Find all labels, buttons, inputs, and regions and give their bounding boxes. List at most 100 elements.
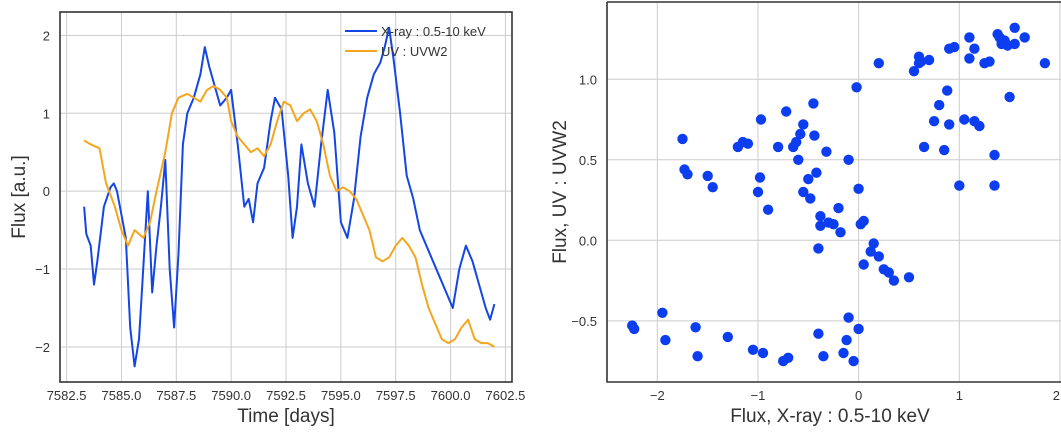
scatter-point xyxy=(969,43,980,54)
scatter-points xyxy=(627,22,1051,367)
scatter-point xyxy=(868,238,879,249)
scatter-point xyxy=(851,82,862,93)
scatter-point xyxy=(1039,58,1051,69)
scatter-point xyxy=(989,149,1000,161)
scatter-point xyxy=(883,267,894,278)
scatter-point xyxy=(903,272,915,283)
scatter-point xyxy=(913,51,925,62)
scatter-point xyxy=(1009,22,1020,33)
lightcurve-y-ticks: −2 −1 0 1 2 xyxy=(35,28,50,355)
lightcurve-x-axis-label: Time [days] xyxy=(237,406,335,427)
legend-label-xray: X-ray : 0.5-10 keV xyxy=(381,24,486,39)
scatter-point xyxy=(888,275,900,286)
scatter-point xyxy=(682,169,693,180)
lightcurve-frame xyxy=(59,11,513,383)
lightcurve-x-tick-label: 7595.0 xyxy=(321,388,361,403)
scatter-point xyxy=(707,182,718,193)
scatter-point xyxy=(629,323,640,335)
scatter-point xyxy=(858,215,869,227)
scatter-y-axis-label: Flux, UV : UVW2 xyxy=(550,120,571,264)
scatter-point xyxy=(813,328,824,339)
scatter-point xyxy=(798,119,809,130)
lightcurve-legend: X-ray : 0.5-10 keV UV : UVW2 xyxy=(345,24,486,59)
lightcurve-y-tick-label: 2 xyxy=(43,28,50,43)
scatter-point xyxy=(934,99,945,111)
scatter-point xyxy=(742,138,754,149)
lightcurve-x-tick-label: 7587.5 xyxy=(156,388,196,403)
scatter-point xyxy=(944,119,955,130)
scatter-x-tick-label: 2 xyxy=(1053,388,1060,403)
scatter-point xyxy=(942,85,953,96)
lightcurve-x-tick-label: 7600.0 xyxy=(431,388,471,403)
scatter-x-axis-label: Flux, X-ray : 0.5-10 keV xyxy=(730,406,930,427)
scatter-point xyxy=(954,180,965,191)
scatter-point xyxy=(815,220,826,231)
scatter-y-tick-label: 0.0 xyxy=(579,233,597,248)
legend-label-uv: UV : UVW2 xyxy=(381,44,447,59)
scatter-y-tick-label: 1.0 xyxy=(579,72,597,87)
scatter-y-ticks: −0.5 0.0 0.5 1.0 xyxy=(571,72,597,329)
scatter-point xyxy=(939,144,950,156)
scatter-point xyxy=(1009,38,1020,50)
scatter-point xyxy=(747,344,759,355)
scatter-point xyxy=(984,56,995,67)
scatter-point xyxy=(835,227,846,238)
scatter-point xyxy=(964,32,975,43)
scatter-point xyxy=(754,172,766,183)
scatter-point xyxy=(809,130,820,141)
uv-light-curve-line xyxy=(83,85,495,348)
scatter-point xyxy=(841,334,852,346)
scatter-point xyxy=(908,66,920,77)
scatter-point xyxy=(772,141,784,153)
scatter-point xyxy=(805,193,816,204)
lightcurve-y-tick-label: −2 xyxy=(35,340,50,355)
scatter-frame xyxy=(606,1,1061,383)
lightcurve-chart: 7582.5 7585.0 7587.5 7590.0 7592.5 7595.0 7597… xyxy=(9,11,526,427)
flux-scatter-chart: −2 −1 0 1 2 −0.5 0.0 0.5 1.0 Flux, X-ray : 0.5-… xyxy=(550,1,1061,427)
scatter-point xyxy=(762,204,774,215)
scatter-point xyxy=(757,347,769,359)
scatter-point xyxy=(755,114,767,125)
scatter-point xyxy=(853,323,864,335)
scatter-point xyxy=(833,202,844,214)
xray-light-curve-line xyxy=(83,26,496,368)
scatter-point xyxy=(818,351,829,362)
lightcurve-x-tick-label: 7590.0 xyxy=(211,388,251,403)
scatter-point xyxy=(783,352,794,363)
scatter-point xyxy=(808,98,819,109)
scatter-point xyxy=(690,322,701,333)
scatter-point xyxy=(692,351,703,362)
scatter-point xyxy=(811,167,822,178)
scatter-point xyxy=(791,136,802,148)
scatter-y-tick-label: 0.5 xyxy=(579,153,597,168)
scatter-y-tick-label: −0.5 xyxy=(571,314,597,329)
scatter-point xyxy=(858,259,869,270)
lightcurve-x-tick-label: 7602.5 xyxy=(486,388,526,403)
scatter-point xyxy=(992,29,1003,40)
scatter-point xyxy=(964,53,975,64)
scatter-x-tick-label: 1 xyxy=(956,388,963,403)
scatter-x-tick-label: 0 xyxy=(855,388,862,403)
lightcurve-x-ticks: 7582.5 7585.0 7587.5 7590.0 7592.5 7595.0 7597… xyxy=(47,388,526,403)
lightcurve-x-tick-label: 7592.5 xyxy=(266,388,306,403)
scatter-point xyxy=(798,186,809,198)
lightcurve-y-tick-label: 1 xyxy=(43,106,50,121)
lightcurve-y-tick-label: −1 xyxy=(35,262,50,277)
lightcurve-x-tick-label: 7585.0 xyxy=(102,388,142,403)
scatter-point xyxy=(873,58,884,69)
lightcurve-y-tick-label: 0 xyxy=(43,184,50,199)
scatter-point xyxy=(803,173,814,185)
scatter-point xyxy=(959,114,970,125)
scatter-point xyxy=(865,246,876,257)
scatter-point xyxy=(989,180,1000,191)
scatter-point xyxy=(1019,32,1030,43)
lightcurve-series xyxy=(83,26,496,368)
scatter-point xyxy=(918,141,930,153)
lightcurve-x-tick-label: 7597.5 xyxy=(376,388,416,403)
scatter-point xyxy=(660,334,671,346)
scatter-point xyxy=(838,347,849,359)
scatter-point xyxy=(923,54,935,66)
scatter-point xyxy=(853,183,864,194)
scatter-point xyxy=(752,186,764,198)
